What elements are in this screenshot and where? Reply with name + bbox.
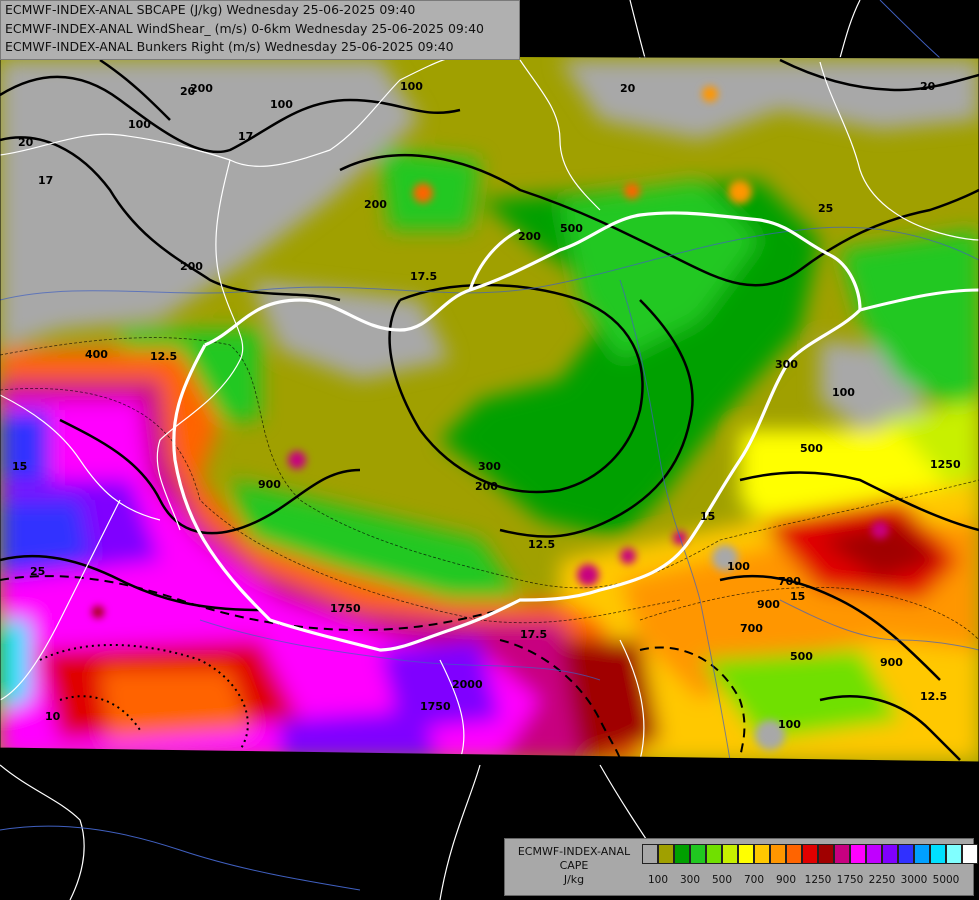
cape-contour-label: 700 [778, 575, 801, 588]
legend-title-variable: CAPE [559, 859, 589, 872]
shear-contour-label: 12.5 [528, 538, 555, 551]
legend-swatch [738, 844, 754, 864]
legend-swatch [706, 844, 722, 864]
legend-tick-label: 2250 [868, 874, 896, 886]
wind-shear-contours [0, 58, 979, 761]
legend-swatch [770, 844, 786, 864]
legend-tick-label: 500 [711, 874, 733, 886]
cape-contour-label: 500 [790, 650, 813, 663]
legend-tick-label: 1750 [836, 874, 864, 886]
shear-contour-label: 12.5 [920, 690, 947, 703]
shear-contour-label: 15 [12, 460, 27, 473]
shear-contour-label: 17 [38, 174, 53, 187]
cape-contour-label: 200 [180, 260, 203, 273]
cape-contour-label: 200 [518, 230, 541, 243]
legend-tick-label: 5000 [932, 874, 960, 886]
legend-swatch [850, 844, 866, 864]
cape-contour-label: 1750 [330, 602, 361, 615]
legend-swatch [882, 844, 898, 864]
legend-swatch [674, 844, 690, 864]
legend-color-bar [642, 844, 978, 864]
legend-swatch [786, 844, 802, 864]
cape-contour-label: 900 [258, 478, 281, 491]
legend-tick-label: 300 [679, 874, 701, 886]
shear-contour-label: 20 [180, 85, 196, 98]
legend-swatch [866, 844, 882, 864]
cape-contour-label: 300 [478, 460, 501, 473]
cape-contour-label: 100 [400, 80, 423, 93]
legend-tick-label: 700 [743, 874, 765, 886]
cape-contour-label: 100 [128, 118, 151, 131]
header-line-2: ECMWF-INDEX-ANAL WindShear_ (m/s) 0-6km … [5, 20, 484, 36]
shear-contour-label: 15 [700, 510, 715, 523]
shear-contour-label: 15 [790, 590, 805, 603]
legend-swatch [690, 844, 706, 864]
legend-swatch [962, 844, 978, 864]
legend-title-model: ECMWF-INDEX-ANAL [517, 845, 631, 858]
legend-swatch [930, 844, 946, 864]
cape-contour-label: 1250 [930, 458, 961, 471]
legend-swatch [722, 844, 738, 864]
shear-contour-label: 20 [620, 82, 636, 95]
legend-swatch [818, 844, 834, 864]
legend-tick-label: 900 [775, 874, 797, 886]
contour-labels: 20 17 17 20 20 25 17.5 12.5 15 15 12.5 17.5 20 12.5 25… [12, 80, 961, 731]
cape-contour-label: 100 [270, 98, 293, 111]
cape-contour-label: 500 [800, 442, 823, 455]
cape-contour-label: 400 [85, 348, 108, 361]
shear-contour-label: 10 [45, 710, 61, 723]
legend-swatch [658, 844, 674, 864]
shear-contour-label: 17.5 [410, 270, 437, 283]
shear-contour-label: 17.5 [520, 628, 547, 641]
cape-legend: ECMWF-INDEX-ANAL CAPE J/kg 100 300 500 700 9… [504, 838, 978, 896]
cape-contour-label: 200 [190, 82, 213, 95]
cape-contour-label: 100 [832, 386, 855, 399]
legend-title: ECMWF-INDEX-ANAL CAPE J/kg [509, 845, 639, 887]
cape-contour-label: 300 [775, 358, 798, 371]
legend-tick-label: 1250 [804, 874, 832, 886]
cape-contour-label: 1750 [420, 700, 451, 713]
cape-contour-label: 700 [740, 622, 763, 635]
shear-contour-label: 25 [30, 565, 45, 578]
legend-swatch [754, 844, 770, 864]
shear-contour-label: 20 [18, 136, 34, 149]
shear-contour-label: 20 [920, 80, 936, 93]
shear-contour-label: 12.5 [150, 350, 177, 363]
legend-swatch [834, 844, 850, 864]
cape-contour-label: 2000 [452, 678, 483, 691]
cape-contour-label: 900 [880, 656, 903, 669]
legend-swatch [802, 844, 818, 864]
legend-tick-labels: 100 300 500 700 900 1250 1750 2250 3000 5000 [642, 874, 972, 888]
legend-tick-label: 3000 [900, 874, 928, 886]
cape-contour-label: 100 [727, 560, 750, 573]
cape-contour-label: 500 [560, 222, 583, 235]
legend-tick-label: 100 [647, 874, 669, 886]
legend-title-unit: J/kg [563, 873, 585, 886]
cape-contour-label: 200 [364, 198, 387, 211]
map-header: ECMWF-INDEX-ANAL SBCAPE (J/kg) Wednesday… [0, 0, 520, 60]
shear-contour-label: 17 [238, 130, 253, 143]
legend-swatch [946, 844, 962, 864]
header-line-3: ECMWF-INDEX-ANAL Bunkers Right (m/s) Wed… [5, 39, 454, 54]
header-line-1: ECMWF-INDEX-ANAL SBCAPE (J/kg) Wednesday… [5, 2, 416, 17]
legend-swatch [642, 844, 658, 864]
legend-swatch [898, 844, 914, 864]
shear-contour-label: 25 [818, 202, 833, 215]
cape-contour-label: 900 [757, 598, 780, 611]
cape-contour-label: 100 [778, 718, 801, 731]
legend-swatch [914, 844, 930, 864]
cape-contour-label: 200 [475, 480, 498, 493]
